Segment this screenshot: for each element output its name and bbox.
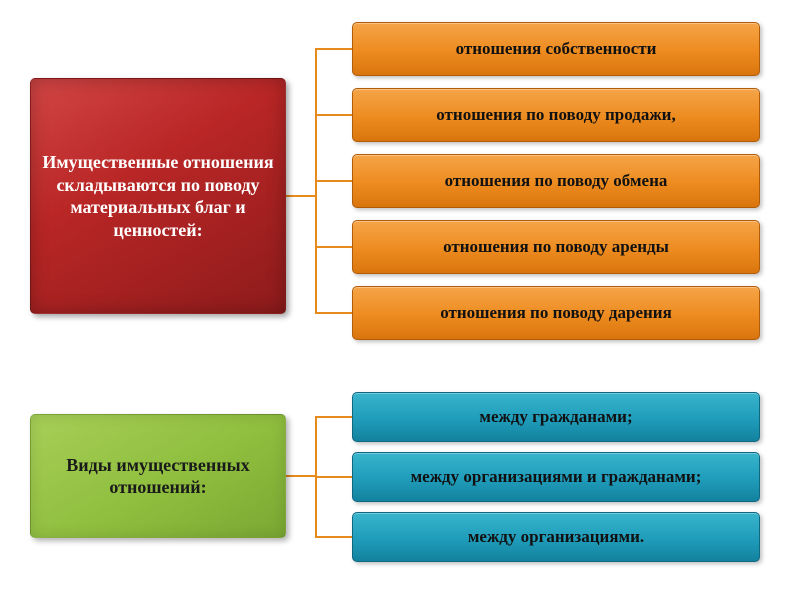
diagram-container: Имущественные отношения складываются по …	[0, 0, 800, 600]
leaf-gift: отношения по поводу дарения	[352, 286, 760, 340]
leaf-sale: отношения по поводу продажи,	[352, 88, 760, 142]
leaf-lease: отношения по поводу аренды	[352, 220, 760, 274]
root-relation-types: Виды имущественных отношений:	[30, 414, 286, 538]
leaf-ownership: отношения собственности	[352, 22, 760, 76]
leaf-orgs-citizens: между организациями и гражданами;	[352, 452, 760, 502]
leaf-orgs: между организациями.	[352, 512, 760, 562]
root-property-relations: Имущественные отношения складываются по …	[30, 78, 286, 314]
leaf-citizens: между гражданами;	[352, 392, 760, 442]
leaf-exchange: отношения по поводу обмена	[352, 154, 760, 208]
